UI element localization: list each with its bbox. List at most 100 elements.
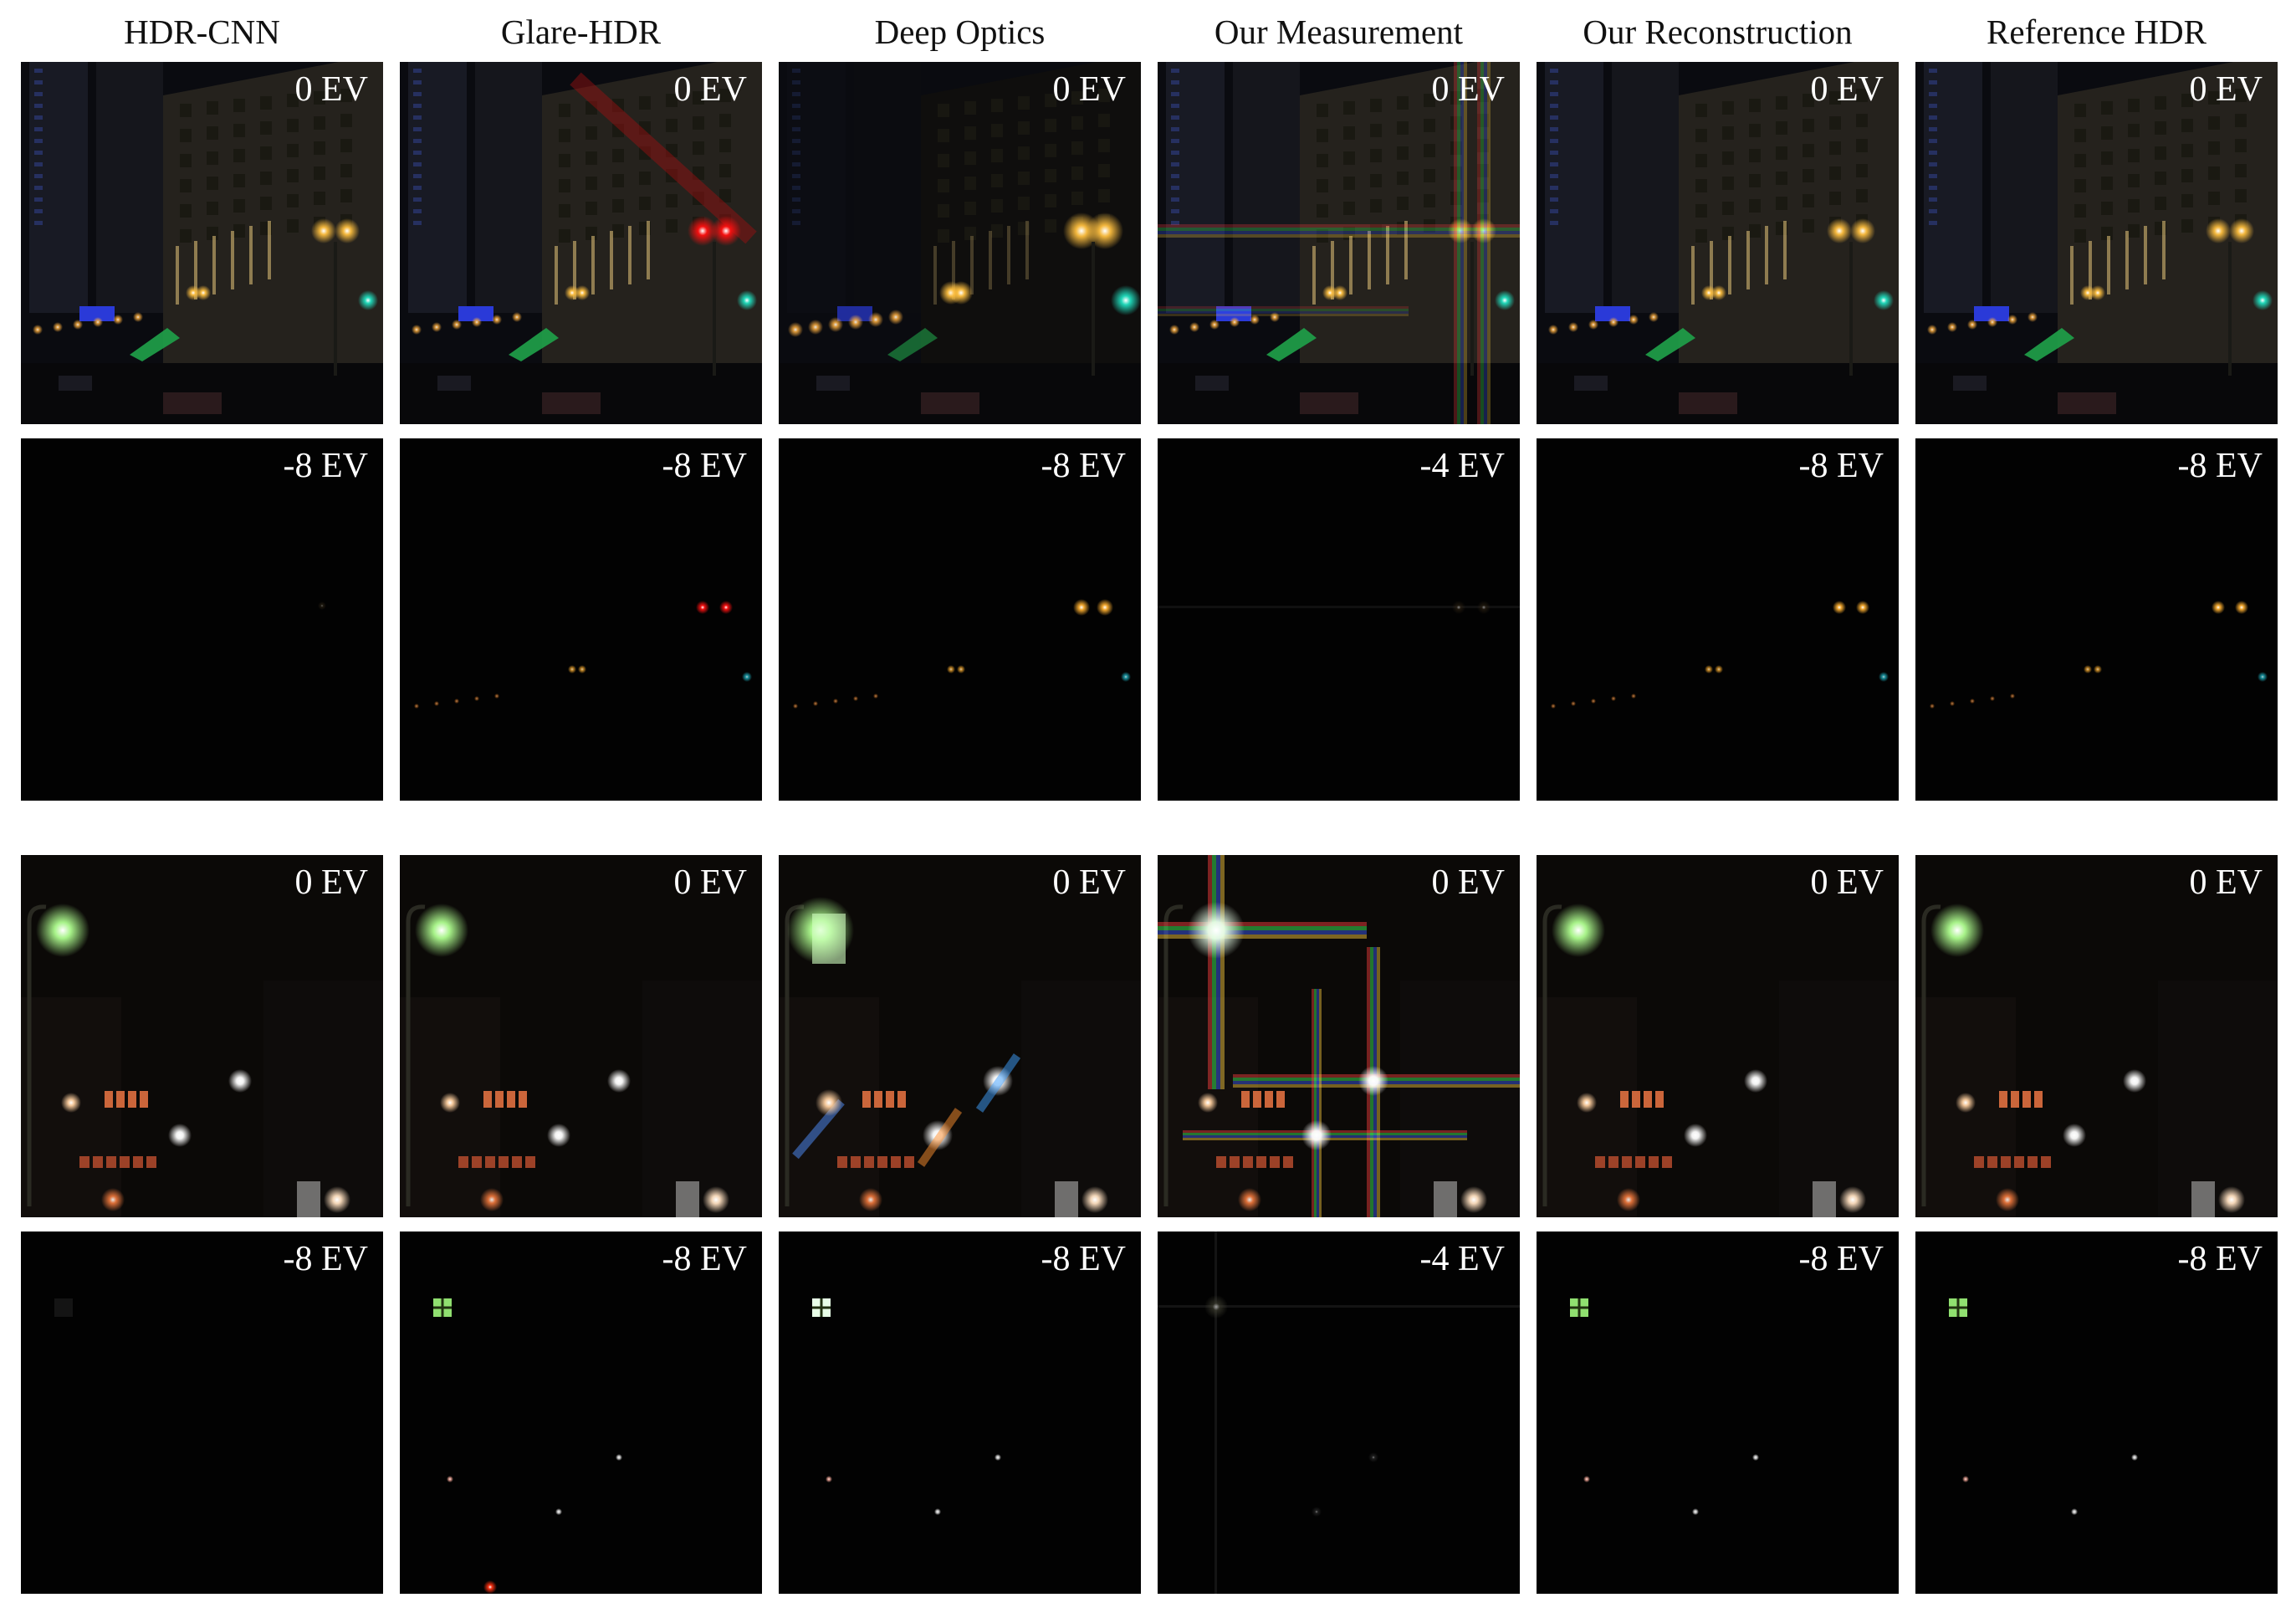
street-lamp — [1471, 218, 1496, 243]
facade-window — [1749, 124, 1761, 137]
facade-window — [1829, 91, 1841, 105]
facade-window — [586, 126, 597, 140]
facade-window — [1098, 164, 1110, 177]
bright-lamp — [1097, 599, 1113, 616]
facade-window — [612, 174, 624, 187]
shop-window — [904, 1156, 914, 1168]
facade-window — [938, 104, 949, 117]
warm-lamp — [816, 1089, 842, 1116]
traffic-light — [1111, 285, 1141, 315]
shop-window — [2028, 1156, 2038, 1168]
street-lamp — [2063, 1124, 2086, 1147]
distant-light — [1611, 696, 1616, 701]
facade-window — [2181, 144, 2193, 157]
facade-window — [586, 151, 597, 165]
facade-window — [1695, 129, 1707, 142]
traffic-light — [1495, 290, 1515, 310]
street-light — [888, 310, 903, 325]
facade-window — [1776, 197, 1787, 210]
distant-car — [59, 376, 92, 391]
facade-window — [1071, 91, 1083, 105]
facade-window — [612, 124, 624, 137]
facade-light — [194, 241, 197, 300]
scene-render — [779, 1232, 1141, 1594]
lit-window — [495, 1091, 504, 1108]
scene-render — [21, 438, 383, 801]
shop-window — [525, 1156, 535, 1168]
lamp-post — [334, 242, 337, 376]
shop-light — [1238, 1188, 1261, 1211]
diffraction-streak — [1208, 855, 1225, 1089]
facade-light — [212, 236, 216, 294]
tower-window — [792, 80, 800, 84]
street-lamp — [1188, 902, 1245, 959]
scene-render — [1537, 438, 1899, 801]
warm-lamp — [440, 1093, 460, 1113]
distant-light — [1551, 704, 1556, 709]
street-light — [1967, 320, 1977, 330]
tower-window — [792, 127, 800, 131]
facade-window — [207, 126, 218, 140]
parked-car — [2058, 392, 2116, 414]
scene-render — [1537, 62, 1899, 424]
bright-lamp — [2235, 601, 2248, 614]
shop-window — [2014, 1156, 2024, 1168]
street-light — [1608, 317, 1618, 327]
facade-light — [249, 226, 253, 284]
facade-window — [1317, 204, 1328, 218]
street-lamp — [196, 285, 211, 300]
tower-window — [1171, 104, 1179, 108]
street-light — [1927, 325, 1937, 335]
facade-window — [559, 179, 570, 192]
white-sign — [2191, 1181, 2215, 1217]
diffraction-streak — [1158, 224, 1520, 238]
facade-light — [1349, 236, 1353, 294]
facade-window — [559, 129, 570, 142]
facade-window — [991, 124, 1003, 137]
traffic-light — [742, 672, 752, 682]
facade-window — [2101, 101, 2113, 115]
shop-window — [2041, 1156, 2051, 1168]
distant-light — [1631, 694, 1636, 699]
traffic-light — [1879, 672, 1889, 682]
facade-window — [1045, 219, 1056, 233]
facade-window — [2208, 166, 2220, 180]
street-light — [133, 312, 143, 322]
shop-window — [2001, 1156, 2011, 1168]
facade-window — [2208, 192, 2220, 205]
facade-window — [2235, 189, 2247, 202]
facade-window — [1856, 89, 1868, 102]
lantern — [2218, 1186, 2245, 1213]
facade-light — [555, 246, 558, 305]
facade-window — [1829, 192, 1841, 205]
facade-window — [639, 96, 651, 110]
tower-window — [413, 221, 422, 225]
street-light — [2007, 315, 2017, 325]
parked-car — [542, 392, 601, 414]
facade-light — [1368, 231, 1371, 289]
lamp-grid — [812, 1298, 831, 1317]
street-light — [412, 325, 422, 335]
tower-window — [792, 151, 800, 155]
tower-window — [792, 115, 800, 120]
facade-window — [1749, 224, 1761, 238]
small-lamp — [947, 665, 955, 673]
lamp-post — [1470, 242, 1474, 376]
dim-lamp — [1368, 1452, 1378, 1462]
shop-window — [877, 1156, 887, 1168]
lamp-grid — [433, 1298, 452, 1317]
shop-window — [1608, 1156, 1618, 1168]
facade-window — [1477, 189, 1489, 202]
small-lamp — [957, 665, 965, 673]
facade-window — [2155, 146, 2166, 160]
tower-window — [1171, 127, 1179, 131]
facade-window — [314, 91, 325, 105]
small-lamp — [568, 665, 576, 673]
dim-lamp — [1312, 1507, 1322, 1517]
lit-window — [140, 1091, 148, 1108]
facade-window — [1343, 126, 1355, 140]
facade-window — [287, 94, 299, 107]
shop-light — [859, 1188, 882, 1211]
tower-window — [1929, 115, 1937, 120]
facade-window — [1045, 94, 1056, 107]
